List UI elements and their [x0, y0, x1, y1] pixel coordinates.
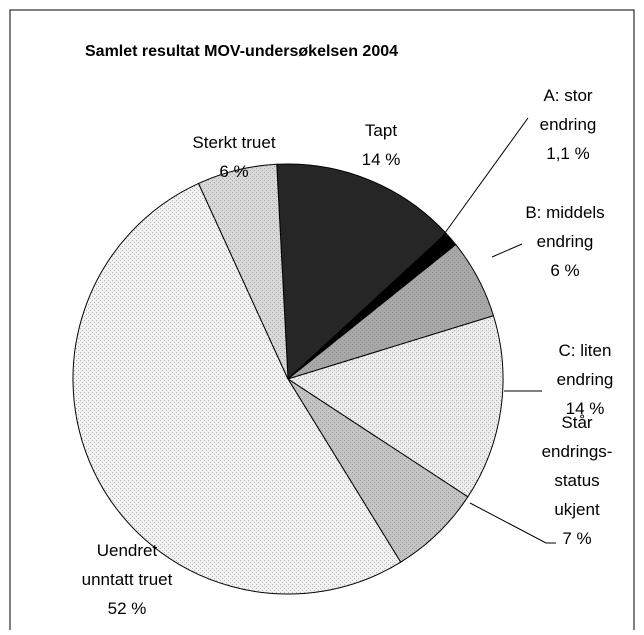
- slice-label: A: stor endring: [540, 86, 597, 134]
- slice-label: Uendret unntatt truet: [82, 541, 173, 589]
- slice-label: Står endrings-status ukjent: [542, 413, 613, 519]
- slice-texture: [288, 244, 494, 379]
- value-label: 6 %: [219, 162, 248, 181]
- slice-texture: [72, 183, 401, 595]
- slice-label: Tapt: [365, 121, 397, 140]
- value-label: 7 %: [562, 529, 591, 548]
- value-label: 6 %: [550, 261, 579, 280]
- slice-label: B: middels endring: [525, 203, 604, 251]
- leader-line: [441, 117, 529, 238]
- slice-texture: [288, 315, 504, 497]
- slice-texture: [198, 164, 288, 379]
- pie-slice: [276, 163, 447, 381]
- slice-label: Sterkt truet: [192, 133, 275, 152]
- slice-label: C: liten endring: [557, 341, 614, 389]
- value-label: 14 %: [362, 150, 401, 169]
- value-label: 1,1 %: [546, 144, 589, 163]
- chart-title: Samlet resultat MOV-undersøkelsen 2004: [85, 43, 398, 60]
- slice-texture: [288, 379, 468, 563]
- leader-line: [469, 502, 556, 544]
- value-label: 52 %: [108, 599, 147, 618]
- value-label: 14 %: [566, 399, 605, 418]
- leader-line: [491, 243, 523, 258]
